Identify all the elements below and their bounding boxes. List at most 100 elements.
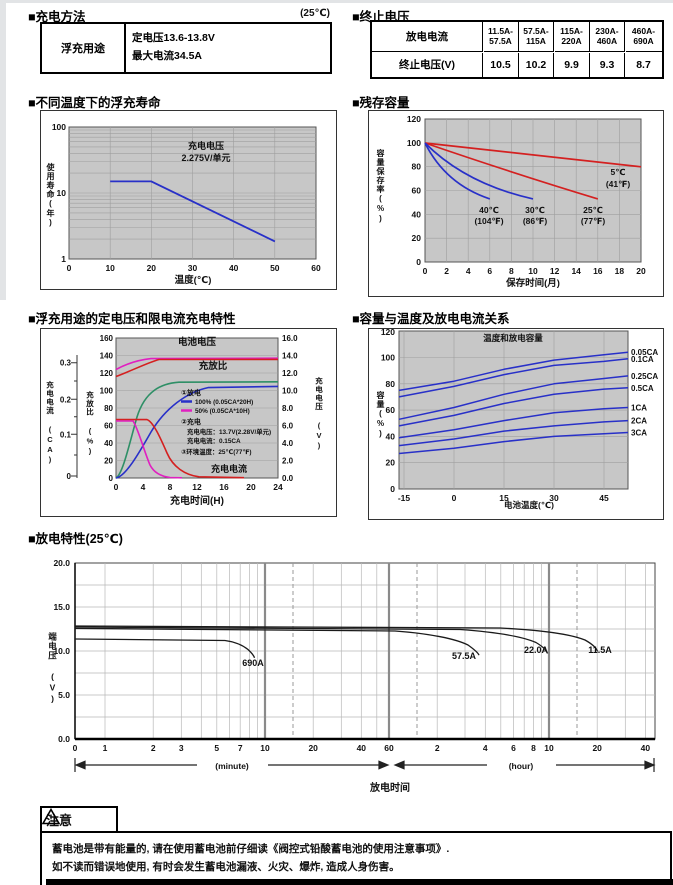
label-charge-ratio: 充放比 xyxy=(199,360,228,372)
hour-range-label: (hour) xyxy=(509,761,534,771)
table-cell-voltage-value: 8.7 xyxy=(636,58,651,71)
notice-line2: 如不读而错误地使用, 有时会发生蓄电池漏液、火灾、爆炸, 造成人身伤害。 xyxy=(52,860,400,873)
x-tick: 20 xyxy=(636,266,646,276)
pct-tick: 0 xyxy=(109,474,114,483)
pct-tick: 20 xyxy=(104,457,113,466)
x-tick: 10 xyxy=(105,263,115,273)
table-cell-range: 115A- 220A xyxy=(554,22,590,52)
y-tick: 40 xyxy=(412,209,422,219)
x-axis-label: 保存时间(月) xyxy=(505,277,560,289)
curve-charge-current-50 xyxy=(116,420,183,479)
x-tick: 12 xyxy=(550,266,560,276)
curve-label: 2CA xyxy=(631,417,647,426)
legend-discharge-title: ①放电 xyxy=(181,388,201,397)
ca-tick: 0 xyxy=(67,472,72,481)
v-tick: 2.0 xyxy=(282,457,294,466)
curve-label: 0.1CA xyxy=(631,355,654,364)
x-tick-hour: 6 xyxy=(511,743,516,753)
x-tick-hour: 8 xyxy=(531,743,536,753)
section-title-charging-method: ■充电方法 xyxy=(28,10,86,24)
y-tick: 40 xyxy=(386,431,396,441)
x-tick: 8 xyxy=(509,266,514,276)
curve-label-30f: (86℉) xyxy=(523,216,548,226)
x-tick: 40 xyxy=(229,263,239,273)
y-tick: 0 xyxy=(390,484,395,494)
charge-characteristics-plot: 电池电压 充放比 充电电流 ①放电 100% (0.05CA*20H) 50% … xyxy=(60,334,298,507)
page-edge-left xyxy=(0,0,6,300)
curve-25c xyxy=(424,142,599,200)
discharge-plot: 690A 57.5A 22.0A 11.5A 20.0 15.0 10.0 5.… xyxy=(53,558,656,794)
y-tick: 20 xyxy=(386,458,396,468)
legend-discharge-100: 100% (0.05CA*20H) xyxy=(195,399,253,406)
x-tick-hour: 2 xyxy=(435,743,440,753)
x-tick-hour: 4 xyxy=(483,743,488,753)
curve-22a xyxy=(74,626,549,654)
v-tick: 6.0 xyxy=(282,422,294,431)
x-tick-minute: 7 xyxy=(238,743,243,753)
curve-1ca xyxy=(398,406,629,439)
curve-005ca xyxy=(398,351,629,392)
x-tick: 50 xyxy=(270,263,280,273)
curve-label-11-5a: 11.5A xyxy=(588,645,612,655)
y-axis-label: 容量保存率(%) xyxy=(376,149,385,224)
curve-3ca xyxy=(398,431,629,455)
y-tick: 10 xyxy=(57,188,67,198)
y-tick: 100 xyxy=(52,122,66,132)
x-axis-label: 充电时间(H) xyxy=(170,494,224,507)
curve-label-25c: 25℃ xyxy=(583,205,603,215)
curve-label: 1CA xyxy=(631,404,647,413)
x-tick: 16 xyxy=(219,482,229,492)
y-tick: 100 xyxy=(407,138,421,148)
curve-label-30c: 30℃ xyxy=(525,205,545,215)
end-voltage-table: 放电电流 11.5A- 57.5A 57.5A- 115A 115A- 220A… xyxy=(370,20,664,79)
curve-battery-voltage-100 xyxy=(115,358,279,378)
curve-05ca xyxy=(398,386,629,427)
residual-capacity-plot: 120 100 80 60 40 20 0 0 2 4 6 8 10 12 14… xyxy=(407,114,646,289)
chart-charge-characteristics: 电池电压 充放比 充电电流 ①放电 100% (0.05CA*20H) 50% … xyxy=(40,328,337,517)
legend-charge-voltage: 充电电压：13.7V(2.28V/单元) xyxy=(187,427,271,436)
x-tick: 15 xyxy=(499,493,509,503)
section-title-charge-characteristics: ■浮充用途的定电压和限电流充电特性 xyxy=(28,312,236,326)
curve-label-40f: (104℉) xyxy=(474,216,503,226)
page-edge-top xyxy=(0,0,673,3)
x-tick: 12 xyxy=(192,482,202,492)
curve-2ca xyxy=(398,419,629,447)
x-tick: 6 xyxy=(487,266,492,276)
x-tick-hour: 10 xyxy=(544,743,554,753)
curve-5c xyxy=(424,142,642,168)
pct-tick: 140 xyxy=(100,352,114,361)
table-cell-range: 11.5A- 57.5A xyxy=(483,22,519,52)
x-tick: 2 xyxy=(444,266,449,276)
curve-label: 3CA xyxy=(631,429,647,438)
x-tick: 4 xyxy=(141,482,146,492)
capacity-temp-plot: 温度和放电容量 120 100 80 60 40 20 0 -15 0 15 3… xyxy=(381,329,659,510)
legend-charge-current: 充电电流：0.15CA xyxy=(187,436,241,445)
x-tick-minute: 1 xyxy=(103,743,108,753)
pct-tick: 160 xyxy=(100,334,114,343)
curve-battery-voltage-50 xyxy=(115,357,279,371)
x-tick: 30 xyxy=(188,263,198,273)
annotation-charge-voltage: 充电电压 xyxy=(188,140,224,151)
curve-charge-current-100 xyxy=(116,418,245,479)
table-header-discharge-current: 放电电流 xyxy=(372,22,483,52)
x-tick: 0 xyxy=(114,482,119,492)
x-tick: 14 xyxy=(571,266,581,276)
x-tick: 20 xyxy=(246,482,256,492)
x-tick-minute: 3 xyxy=(179,743,184,753)
section-title-float-life: ■不同温度下的浮充寿命 xyxy=(28,96,161,110)
y-axis-label: 使用寿命(年) xyxy=(46,163,55,228)
table-cell-voltage-value: 10.2 xyxy=(519,52,554,77)
table-cell-range: 57.5A- 115A xyxy=(519,22,554,52)
curve-11-5a xyxy=(74,625,599,652)
curve-label-25f: (77℉) xyxy=(581,216,606,226)
y-tick: 80 xyxy=(412,162,422,172)
curve-57-5a xyxy=(74,627,480,656)
x-axis-label: 温度(℃) xyxy=(175,274,212,286)
table-cell-voltage-value: 10.5 xyxy=(484,52,519,77)
table-header-end-voltage: 终止电压(V) xyxy=(372,52,483,77)
x-tick: 24 xyxy=(273,482,283,492)
v-tick: 4.0 xyxy=(282,439,294,448)
notice-header: ! 注意 xyxy=(40,806,118,833)
section-title-residual-capacity: ■残存容量 xyxy=(352,96,410,110)
